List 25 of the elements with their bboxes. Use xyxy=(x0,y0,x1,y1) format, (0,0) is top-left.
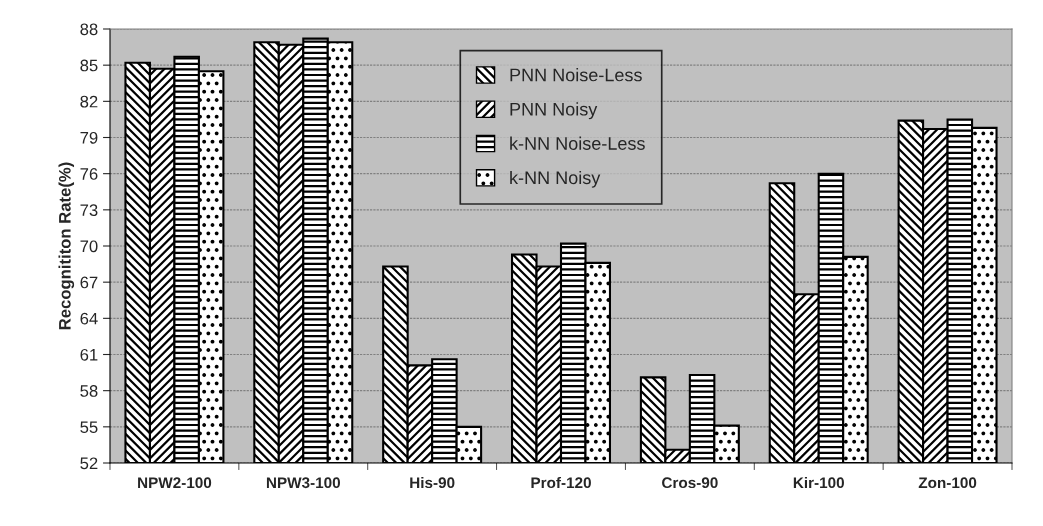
y-tick-label: 85 xyxy=(80,59,98,72)
y-tick-label: 61 xyxy=(80,348,98,361)
y-tick-label: 67 xyxy=(80,276,98,289)
y-tick-label: 88 xyxy=(80,23,98,36)
legend-label: PNN Noisy xyxy=(510,102,598,120)
legend-label: k-NN Noisy xyxy=(510,170,601,188)
x-tick-label: Prof-120 xyxy=(531,476,591,489)
y-tick-label: 79 xyxy=(80,131,98,144)
legend-label: PNN Noise-Less xyxy=(510,68,642,82)
x-tick-label: NPW3-100 xyxy=(266,477,341,489)
y-tick-label: 82 xyxy=(80,95,98,108)
x-tick-label: Zon-100 xyxy=(918,477,977,489)
y-tick-label: 70 xyxy=(80,240,98,253)
y-tick-label: 76 xyxy=(80,168,98,180)
x-tick-label: Kir-100 xyxy=(793,476,844,489)
y-tick-label: 55 xyxy=(80,421,98,434)
y-axis-title: Recognititon Rate(%) xyxy=(58,162,75,330)
x-tick-label: His-90 xyxy=(410,476,455,489)
y-tick-label: 64 xyxy=(80,312,98,325)
x-tick-label: NPW2-100 xyxy=(138,477,212,489)
x-tick-label: Cros-90 xyxy=(662,477,718,489)
y-tick-label: 58 xyxy=(80,385,98,397)
y-tick-label: 52 xyxy=(80,457,98,470)
y-tick-label: 73 xyxy=(80,204,98,217)
legend-label: k-NN Noise-Less xyxy=(510,136,645,150)
